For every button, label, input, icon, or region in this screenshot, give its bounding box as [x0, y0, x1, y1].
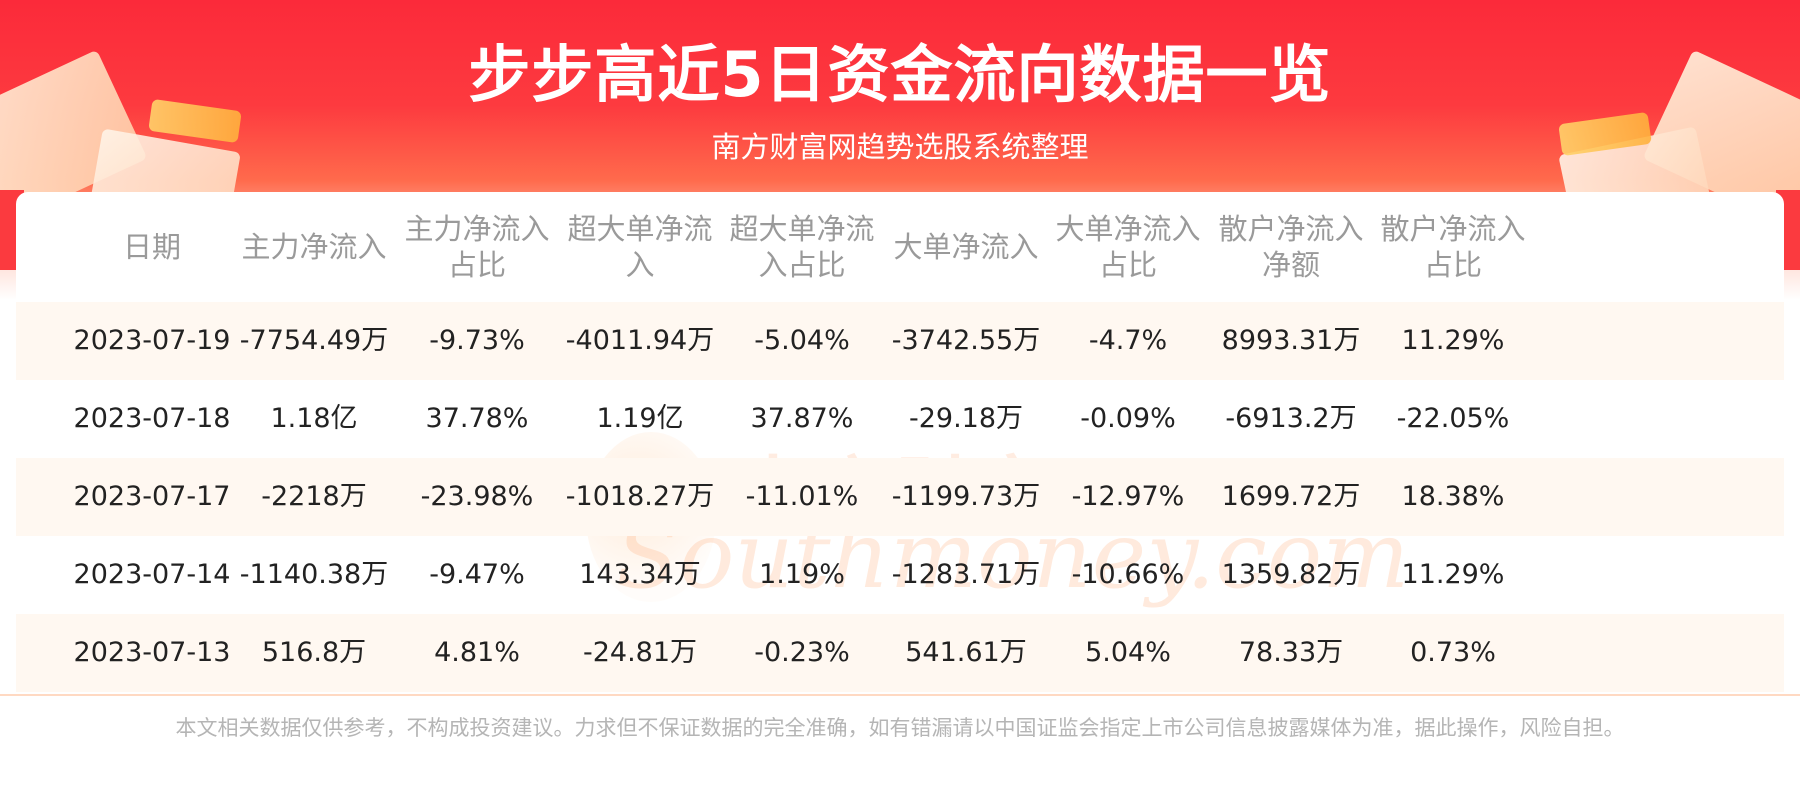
table-row: 2023-07-18 1.18亿 37.78% 1.19亿 37.87% -29.18万 -… [16, 380, 1784, 458]
table-header-row: 日期 主力净流入 主力净流入 占比 超大单净流入超大单净流 入占比 大单净流入 大单净流入 占比… [16, 192, 1784, 302]
value-cell: -2218万 [261, 481, 367, 512]
value-cell: -9.73% [429, 325, 525, 356]
date-cell: 2023-07-17 [73, 481, 231, 512]
value-cell: 18.38% [1401, 481, 1505, 512]
column-header-text: 入占比 [758, 248, 846, 282]
value-cell: 11.29% [1401, 325, 1505, 356]
column-header-text: 入 [625, 248, 655, 282]
data-table-card: 南方财富网 Southmoney.com 日期主力净流入主力净流入占比超大单净流… [16, 192, 1784, 698]
value-cell: 78.33万 [1238, 637, 1344, 668]
value-cell: -3742.55万 [891, 325, 1041, 356]
column-header-text: 散户净流入 [1218, 212, 1364, 246]
column-header-text: 散户净流入 [1380, 212, 1526, 246]
value-cell: -12.97% [1071, 481, 1185, 512]
value-cell: 1.19% [759, 559, 845, 590]
value-cell: -5.04% [754, 325, 850, 356]
value-cell: -1283.71万 [891, 559, 1041, 590]
footer-divider [0, 694, 1800, 696]
value-cell: 1699.72万 [1221, 481, 1361, 512]
date-cell: 2023-07-13 [73, 637, 231, 668]
table-row: 2023-07-13 516.8万 4.81% -24.81万 -0.23% 541.61… [16, 614, 1784, 692]
value-cell: 4.81% [434, 637, 520, 668]
column-header-text: 主力净流入 [241, 230, 387, 264]
column-header-text: 大单净流入 [893, 230, 1039, 264]
column-header: 主力净流入 占比 [384, 192, 570, 302]
column-header: 散户净流入 净额 [1198, 192, 1384, 302]
date-cell: 2023-07-19 [73, 325, 231, 356]
column-header-text: 超大单净流 [567, 212, 713, 246]
column-header: 大单净流入 [873, 192, 1059, 302]
table-row: 2023-07-19 -7754.49万 -9.73% -4011.94万 -5.04%… [16, 302, 1784, 380]
column-header: 散户净流入 占比 [1360, 192, 1546, 302]
value-cell: -23.98% [420, 481, 534, 512]
value-cell: 143.34万 [579, 559, 701, 590]
column-header-text: 超大单净流 [729, 212, 875, 246]
column-header-text: 日期 [122, 230, 181, 264]
column-header: 大单净流入 占比 [1035, 192, 1221, 302]
column-header: 超大单净流 入占比 [709, 192, 895, 302]
value-cell: 37.87% [750, 403, 854, 434]
footer-disclaimer: 本文相关数据仅供参考，不构成投资建议。力求但不保证数据的完全准确，如有错漏请以中… [175, 716, 1625, 740]
value-cell: -24.81万 [582, 637, 698, 668]
value-cell: -22.05% [1396, 403, 1510, 434]
value-cell: -4011.94万 [565, 325, 715, 356]
value-cell: 1359.82万 [1221, 559, 1361, 590]
value-cell: -6913.2万 [1225, 403, 1357, 434]
value-cell: -7754.49万 [239, 325, 389, 356]
value-cell: -0.23% [754, 637, 850, 668]
column-header: 日期 [59, 192, 245, 302]
value-cell: -1140.38万 [239, 559, 389, 590]
value-cell: -29.18万 [908, 403, 1024, 434]
column-header-text: 主力净流入 [404, 212, 550, 246]
value-cell: 1.18亿 [270, 403, 358, 434]
column-header-text: 大单净流入 [1055, 212, 1201, 246]
value-cell: -0.09% [1080, 403, 1176, 434]
value-cell: 1.19亿 [596, 403, 684, 434]
page-title: 步步高近5日资金流向数据一览 [468, 38, 1332, 111]
value-cell: -11.01% [745, 481, 859, 512]
value-cell: -10.66% [1071, 559, 1185, 590]
value-cell: -1199.73万 [891, 481, 1041, 512]
column-header: 主力净流入 [221, 192, 407, 302]
value-cell: 8993.31万 [1221, 325, 1361, 356]
value-cell: 5.04% [1085, 637, 1171, 668]
page-subtitle: 南方财富网趋势选股系统整理 [711, 130, 1089, 164]
column-header-text: 占比 [1423, 248, 1482, 282]
value-cell: -1018.27万 [565, 481, 715, 512]
value-cell: 516.8万 [261, 637, 367, 668]
column-header: 超大单净流入 [547, 192, 733, 302]
value-cell: 0.73% [1410, 637, 1496, 668]
value-cell: 37.78% [425, 403, 529, 434]
table-row: 2023-07-17 -2218万 -23.98% -1018.27万 -11.01% -… [16, 458, 1784, 536]
table-row: 2023-07-14 -1140.38万 -9.47% 143.34万 1.19% -12… [16, 536, 1784, 614]
date-cell: 2023-07-18 [73, 403, 231, 434]
value-cell: 541.61万 [905, 637, 1027, 668]
column-header-text: 占比 [1098, 248, 1157, 282]
value-cell: -9.47% [429, 559, 525, 590]
column-header-text: 净额 [1261, 248, 1320, 282]
date-cell: 2023-07-14 [73, 559, 231, 590]
column-header-text: 占比 [447, 248, 506, 282]
value-cell: -4.7% [1088, 325, 1168, 356]
value-cell: 11.29% [1401, 559, 1505, 590]
